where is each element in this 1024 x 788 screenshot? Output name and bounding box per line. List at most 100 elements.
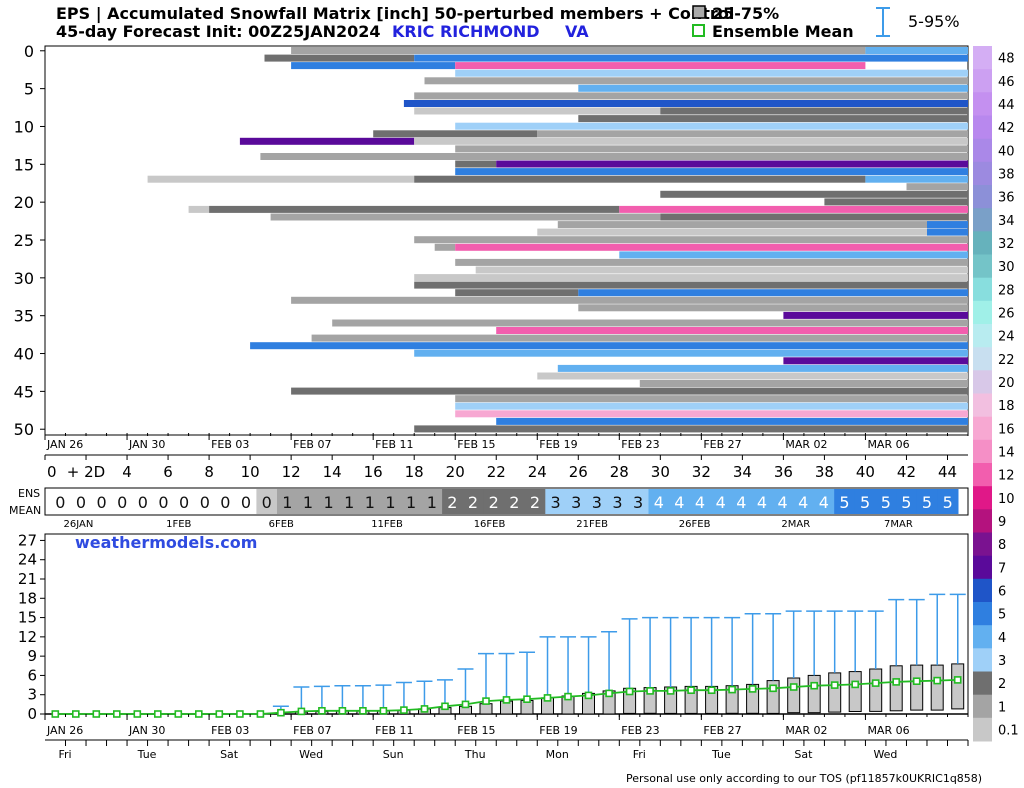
dist-weekday-label: Sat bbox=[794, 748, 813, 761]
mean-marker bbox=[933, 676, 942, 685]
matrix-x-tick-label: FEB 23 bbox=[621, 438, 659, 451]
watermark: weathermodels.com bbox=[75, 533, 257, 552]
ens-cell bbox=[627, 489, 649, 514]
ens-cell bbox=[854, 489, 876, 514]
ens-cell-value: 0 bbox=[97, 493, 107, 512]
matrix-cell-3-0 bbox=[455, 69, 968, 77]
mean-marker bbox=[195, 710, 203, 718]
matrix-x-tick-label: JAN 26 bbox=[46, 438, 83, 451]
mean-marker bbox=[666, 687, 675, 695]
matrix-cell-26-0 bbox=[434, 243, 456, 251]
matrix-x-tick-label: MAR 06 bbox=[867, 438, 909, 451]
day-axis-label: 22 bbox=[487, 463, 506, 481]
day-axis-label: 14 bbox=[323, 463, 342, 481]
colorbar-label: 3 bbox=[998, 654, 1006, 669]
matrix-cell-18-0 bbox=[906, 183, 968, 191]
colorbar-label: 36 bbox=[998, 191, 1015, 206]
dist-weekday-label: Fri bbox=[633, 748, 646, 761]
colorbar-label: 46 bbox=[998, 75, 1015, 90]
dist-y-tick-label: 9 bbox=[27, 647, 37, 665]
ens-date-ticks: 26JAN 1FEB 6FEB 11FEB 16FEB 21FEB 26FEB 2MAR 7MA… bbox=[64, 519, 913, 530]
ens-cell-value: 4 bbox=[757, 493, 767, 512]
matrix-cell-43-0 bbox=[537, 372, 968, 380]
title-line-2: 45-day Forecast Init: 00Z25JAN2024 bbox=[56, 22, 381, 41]
mean-marker bbox=[236, 710, 244, 718]
ens-cell-value: 3 bbox=[633, 493, 643, 512]
mean-label: MEAN bbox=[9, 504, 41, 517]
matrix-cell-14-0 bbox=[260, 153, 968, 160]
ens-date-label: 6FEB bbox=[269, 519, 294, 530]
dist-y-tick-label: 12 bbox=[18, 628, 37, 646]
colorbar-label: 9 bbox=[998, 515, 1006, 530]
day-axis-label: 42 bbox=[897, 463, 916, 481]
ens-cell-value: 0 bbox=[55, 493, 65, 512]
matrix-cell-34-0 bbox=[578, 304, 968, 312]
matrix-cell-0-1 bbox=[865, 47, 968, 54]
ens-cell bbox=[669, 489, 691, 514]
matrix-cell-17-2 bbox=[865, 175, 968, 183]
dist-y-tick-label: 3 bbox=[27, 686, 37, 704]
day-axis-label: 0 bbox=[47, 463, 57, 481]
ens-cell bbox=[586, 489, 608, 514]
matrix-y-tick-label: 20 bbox=[14, 193, 34, 212]
colorbar-swatch bbox=[973, 416, 992, 441]
ens-cell bbox=[338, 489, 360, 514]
dist-weekday-label: Fri bbox=[58, 748, 71, 761]
ens-cell bbox=[442, 489, 464, 514]
matrix-x-tick-label: JAN 30 bbox=[128, 438, 165, 451]
colorbar-swatch bbox=[973, 393, 992, 418]
ens-cell-value: 0 bbox=[179, 493, 189, 512]
ens-cell-value: 0 bbox=[138, 493, 148, 512]
matrix-cell-24-1 bbox=[927, 228, 968, 236]
ens-cell bbox=[524, 489, 546, 514]
mean-marker bbox=[707, 686, 716, 695]
ens-cell-value: 2 bbox=[530, 493, 540, 512]
ens-cell bbox=[297, 489, 319, 514]
ens-cell bbox=[70, 489, 92, 514]
dist-x-tick-label: MAR 06 bbox=[867, 724, 909, 737]
dist-x-tick-label: JAN 30 bbox=[128, 724, 165, 737]
colorbar-swatch bbox=[973, 138, 992, 163]
matrix-cell-37-0 bbox=[496, 327, 968, 334]
mean-marker bbox=[154, 710, 162, 718]
iqr-box bbox=[869, 668, 883, 712]
matrix-cell-50-0 bbox=[414, 425, 968, 433]
colorbar-label: 12 bbox=[998, 469, 1015, 484]
day-axis-label: 30 bbox=[651, 463, 670, 481]
header: EPS | Accumulated Snowfall Matrix [inch]… bbox=[56, 4, 960, 41]
colorbar-label: 5 bbox=[998, 608, 1006, 623]
ens-cell-value: 0 bbox=[220, 493, 230, 512]
mean-marker bbox=[174, 710, 183, 718]
mean-marker bbox=[51, 710, 60, 718]
colorbar-swatch bbox=[973, 694, 992, 719]
matrix-cell-42-0 bbox=[557, 364, 968, 372]
ens-cell bbox=[256, 489, 278, 514]
ens-cell bbox=[607, 489, 629, 514]
ens-cell bbox=[421, 489, 443, 514]
day-axis-label: 38 bbox=[815, 463, 834, 481]
matrix-cell-8-1 bbox=[660, 107, 968, 115]
dist-y-tick-label: 27 bbox=[18, 531, 37, 549]
dist-x-tick-label: FEB 27 bbox=[703, 724, 741, 737]
ens-cell-value: 5 bbox=[922, 493, 932, 512]
ens-cell bbox=[916, 489, 938, 514]
day-axis-label: 4 bbox=[122, 463, 132, 481]
colorbar-swatch bbox=[973, 92, 992, 116]
ens-cell-value: 3 bbox=[571, 493, 581, 512]
matrix-cell-1-1 bbox=[414, 54, 968, 62]
ens-cell bbox=[380, 489, 402, 514]
ens-cell-value: 0 bbox=[262, 493, 272, 512]
matrix-cell-17-1 bbox=[414, 175, 866, 183]
matrix-cell-22-0 bbox=[270, 213, 661, 221]
ens-date-label: 16FEB bbox=[474, 519, 506, 530]
mean-marker bbox=[646, 687, 654, 695]
matrix-cell-23-1 bbox=[927, 221, 968, 229]
colorbar-swatch bbox=[973, 231, 992, 255]
dist-x-tick-label: JAN 26 bbox=[46, 724, 83, 737]
ens-cell-value: 0 bbox=[117, 493, 127, 512]
day-axis-label: 40 bbox=[856, 463, 875, 481]
colorbar-swatch bbox=[973, 648, 992, 672]
mean-marker bbox=[420, 705, 429, 713]
iqr-box bbox=[807, 674, 821, 714]
matrix-y-tick-label: 25 bbox=[14, 231, 34, 250]
